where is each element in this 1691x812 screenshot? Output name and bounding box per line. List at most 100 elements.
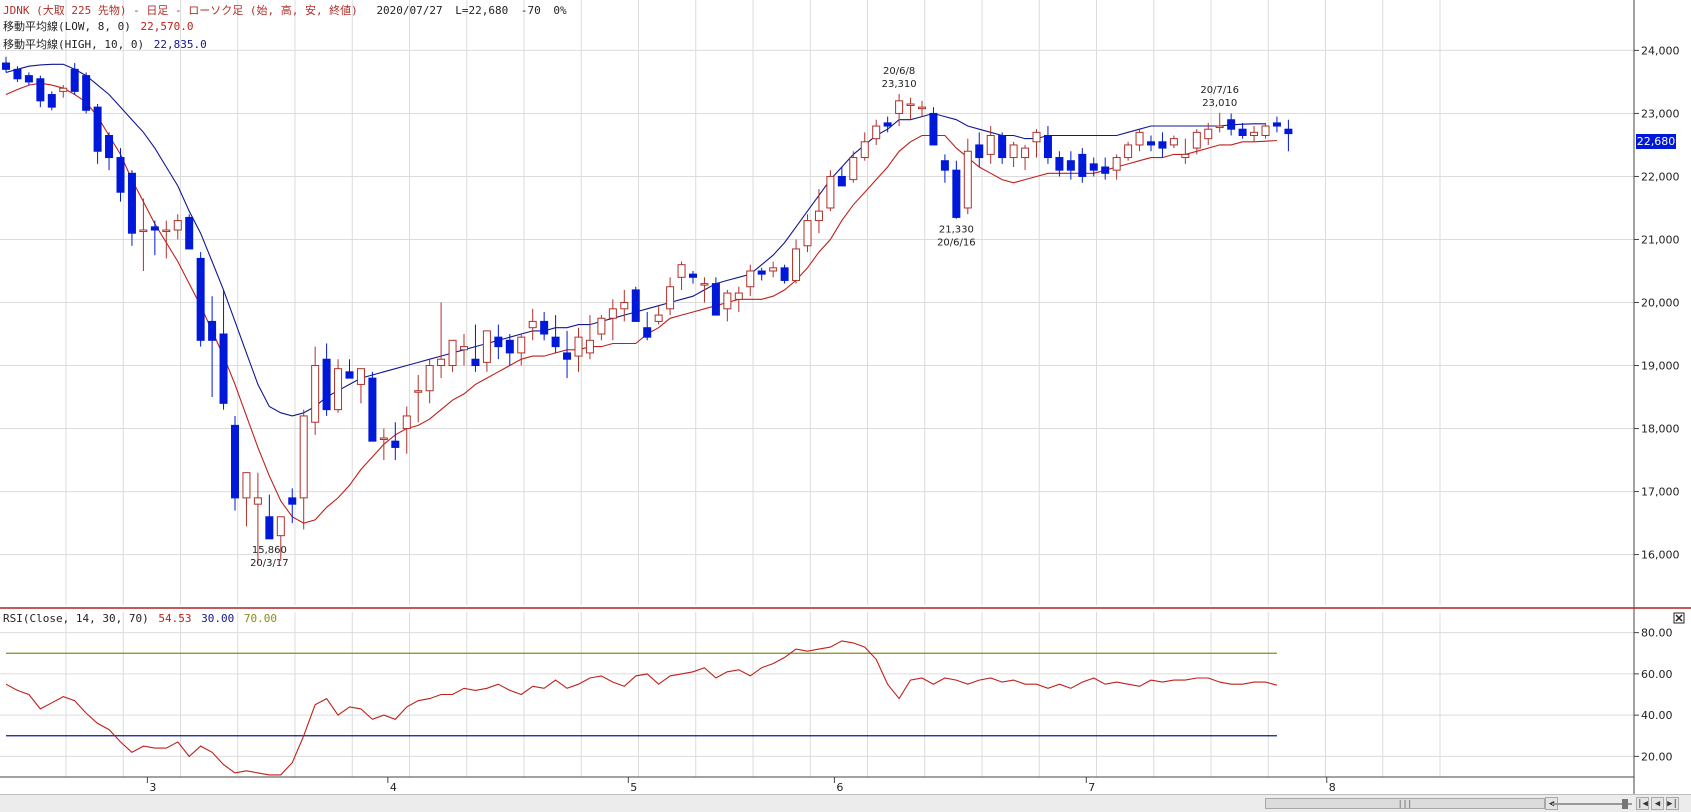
- candle-down: [1078, 153, 1087, 177]
- candle-down: [1284, 128, 1293, 135]
- scroll-thumb[interactable]: |||: [1265, 798, 1545, 809]
- candle-down: [837, 175, 846, 187]
- candle-up: [425, 365, 434, 392]
- candle-up: [517, 336, 526, 354]
- candle-up: [528, 320, 537, 329]
- candle-up: [1021, 147, 1030, 159]
- scroll-left-arrow-icon[interactable]: ◀: [1545, 797, 1558, 810]
- candle-up: [769, 267, 778, 272]
- header-pct: 0%: [553, 4, 567, 17]
- candle-down: [940, 160, 949, 171]
- rsi-close-icon[interactable]: [1673, 612, 1685, 624]
- candle-up: [482, 330, 491, 363]
- rsi-tick-label: 40.00: [1641, 709, 1673, 722]
- candle-down: [196, 257, 205, 341]
- price-tick-label: 19,000: [1641, 360, 1680, 373]
- candle-up: [460, 346, 468, 351]
- candle-down: [288, 497, 297, 505]
- annotation-price: 23,010: [1202, 98, 1237, 109]
- candle-down: [1043, 134, 1052, 159]
- candle-up: [814, 210, 823, 222]
- scroll-end-icon[interactable]: ▶|: [1666, 797, 1679, 810]
- annotation-date: 20/6/8: [883, 66, 915, 77]
- candle-up: [1112, 157, 1121, 171]
- candle-down: [105, 134, 114, 159]
- header-title: JDNK (大取 225 先物) - 日足 - ローソク足 (始, 高, 安, …: [3, 3, 358, 17]
- candle-up: [448, 339, 457, 367]
- candle-up: [299, 415, 308, 499]
- candle-up: [860, 141, 869, 159]
- svg-text:移動平均線(HIGH, 10, 0) 22,835.: 移動平均線(HIGH, 10, 0) 22,835.0: [3, 37, 207, 51]
- rsi-upper: 70.00: [244, 612, 277, 625]
- rsi-label: RSI(Close, 14, 30, 70): [3, 612, 149, 625]
- candle-up: [792, 248, 801, 281]
- candle-up: [849, 157, 858, 181]
- candle-down: [208, 320, 217, 341]
- scroll-prev-icon[interactable]: ◀: [1651, 797, 1664, 810]
- candle-down: [116, 157, 125, 193]
- candles: [2, 56, 1293, 564]
- candle-down: [2, 62, 10, 70]
- month-label: 4: [390, 781, 397, 794]
- annotation-date: 20/7/16: [1200, 85, 1239, 96]
- price-tick-label: 23,000: [1641, 107, 1680, 120]
- candle-down: [505, 339, 514, 354]
- price-tick-label: 21,000: [1641, 233, 1680, 246]
- candle-up: [608, 308, 617, 319]
- candle-down: [13, 68, 22, 80]
- candle-down: [1101, 166, 1110, 174]
- candle-down: [82, 75, 91, 111]
- candle-up: [986, 134, 995, 155]
- candle-down: [998, 134, 1007, 159]
- ma-low-label: 移動平均線(LOW, 8, 0): [3, 19, 131, 33]
- candle-up: [379, 437, 388, 440]
- chart-canvas: 15,860 20/3/17 20/6/8 23,310 21,330 20/6/16 20…: [0, 0, 1691, 794]
- candle-up: [620, 302, 629, 310]
- candle-down: [24, 75, 33, 83]
- candle-up: [402, 415, 411, 430]
- axes: 16,000 17,000 18,000 19,000 20,000 21,000 22,0…: [146, 44, 1680, 794]
- candle-up: [677, 264, 686, 278]
- rsi-lower: 30.00: [201, 612, 234, 625]
- candle-down: [345, 371, 354, 379]
- main-grid: [0, 0, 1634, 605]
- month-label: 6: [836, 781, 843, 794]
- annotation-price: 15,860: [252, 545, 287, 556]
- candle-up: [872, 125, 881, 140]
- candle-down: [883, 122, 892, 127]
- candle-down: [711, 283, 720, 316]
- rsi-tick-label: 20.00: [1641, 750, 1673, 763]
- candle-up: [906, 103, 915, 106]
- ma-low-polyline: [5, 82, 1277, 524]
- horizontal-scrollbar[interactable]: ||| ◀ |◀ ◀ ▶|: [0, 794, 1691, 812]
- candle-down: [1238, 128, 1247, 136]
- candle-up: [356, 368, 365, 385]
- candle-up: [1124, 144, 1133, 159]
- candle-up: [334, 368, 343, 411]
- price-tick-label: 22,000: [1641, 170, 1680, 183]
- candle-down: [322, 358, 331, 411]
- candle-up: [311, 365, 320, 423]
- candle-down: [36, 78, 45, 102]
- candle-up: [734, 292, 743, 300]
- ma-high-polyline: [5, 63, 1266, 417]
- candle-up: [1032, 131, 1041, 143]
- candle-up: [666, 286, 675, 310]
- candle-up: [276, 516, 285, 537]
- ma-low-value: 22,570.0: [140, 20, 193, 33]
- candle-down: [643, 327, 652, 338]
- svg-text:RSI(Close, 14, 30, 70) 54.: RSI(Close, 14, 30, 70) 54.53 30.00 70.00: [3, 612, 277, 625]
- candle-down: [1066, 160, 1075, 171]
- scroll-start-icon[interactable]: |◀: [1636, 797, 1649, 810]
- zoom-slider-knob[interactable]: [1622, 799, 1628, 809]
- zoom-slider[interactable]: [1552, 799, 1632, 809]
- candle-down: [540, 320, 549, 335]
- svg-text:移動平均線(LOW, 8, 0) 22,570.0: 移動平均線(LOW, 8, 0) 22,570.0: [3, 19, 193, 33]
- zoom-slider-track: [1552, 803, 1632, 805]
- header-date: 2020/07/27: [376, 4, 442, 17]
- candle-up: [963, 150, 972, 209]
- candle-down: [70, 68, 79, 92]
- candle-up: [162, 229, 171, 233]
- candle-down: [1272, 122, 1281, 127]
- annotation-price: 21,330: [939, 225, 974, 236]
